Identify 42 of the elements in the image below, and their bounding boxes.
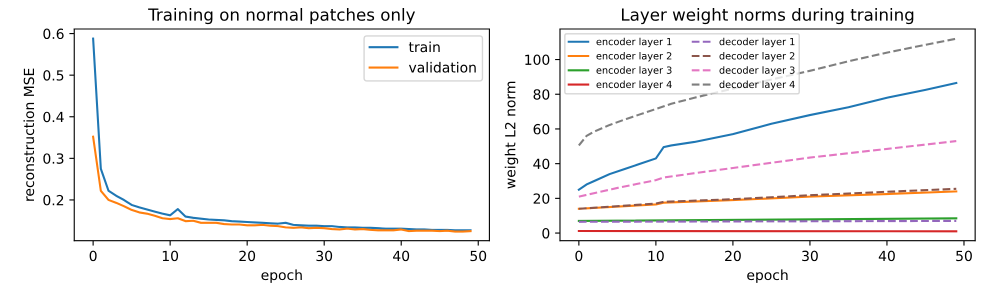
legend-label: encoder layer 3 bbox=[596, 66, 672, 76]
x-axis-title: epoch bbox=[747, 269, 788, 283]
y-tick-label: 100 bbox=[525, 54, 550, 66]
x-tick-label: 10 bbox=[648, 250, 664, 262]
line-series bbox=[578, 140, 958, 198]
legend-label: encoder layer 2 bbox=[596, 52, 672, 62]
y-tick-label: 20 bbox=[534, 193, 550, 204]
chart-title: Training on normal patches only bbox=[148, 8, 416, 24]
y-axis-title: reconstruction MSE bbox=[23, 68, 34, 201]
x-axis-title: epoch bbox=[261, 269, 302, 283]
legend-label: decoder layer 4 bbox=[720, 80, 795, 90]
line-series bbox=[578, 82, 958, 191]
y-tick-label: 0.5 bbox=[43, 70, 64, 81]
x-tick-label: 40 bbox=[878, 250, 895, 262]
legend-label: train bbox=[408, 42, 440, 52]
x-tick-label: 50 bbox=[956, 250, 972, 262]
x-tick-label: 30 bbox=[316, 250, 332, 262]
chart-title: Layer weight norms during training bbox=[622, 8, 914, 24]
legend-label: decoder layer 2 bbox=[720, 52, 794, 62]
x-tick-label: 20 bbox=[239, 250, 256, 262]
line-series bbox=[92, 136, 472, 233]
y-tick-label: 60 bbox=[534, 124, 550, 134]
x-tick-label: 40 bbox=[393, 250, 410, 262]
x-tick-label: 30 bbox=[802, 250, 818, 262]
x-tick-label: 10 bbox=[162, 250, 178, 262]
y-tick-label: 80 bbox=[534, 89, 550, 100]
y-tick-label: 0.6 bbox=[43, 28, 64, 40]
y-axis-title: weight L2 norm bbox=[504, 82, 518, 189]
legend-label: validation bbox=[408, 62, 476, 73]
x-tick-label: 20 bbox=[725, 250, 741, 262]
y-tick-label: 0.2 bbox=[43, 194, 64, 206]
legend-label: encoder layer 4 bbox=[596, 80, 672, 90]
y-tick-label: 0.3 bbox=[43, 153, 64, 164]
y-tick-label: 40 bbox=[533, 158, 550, 170]
x-tick-label: 0 bbox=[575, 250, 582, 262]
legend-label: decoder layer 1 bbox=[720, 38, 794, 48]
x-tick-label: 0 bbox=[90, 250, 97, 262]
x-tick-label: 50 bbox=[470, 250, 486, 262]
legend-label: decoder layer 3 bbox=[720, 66, 795, 76]
y-tick-label: 0.4 bbox=[43, 112, 64, 122]
y-tick-label: 0 bbox=[542, 228, 550, 239]
legend-label: encoder layer 1 bbox=[596, 38, 672, 48]
